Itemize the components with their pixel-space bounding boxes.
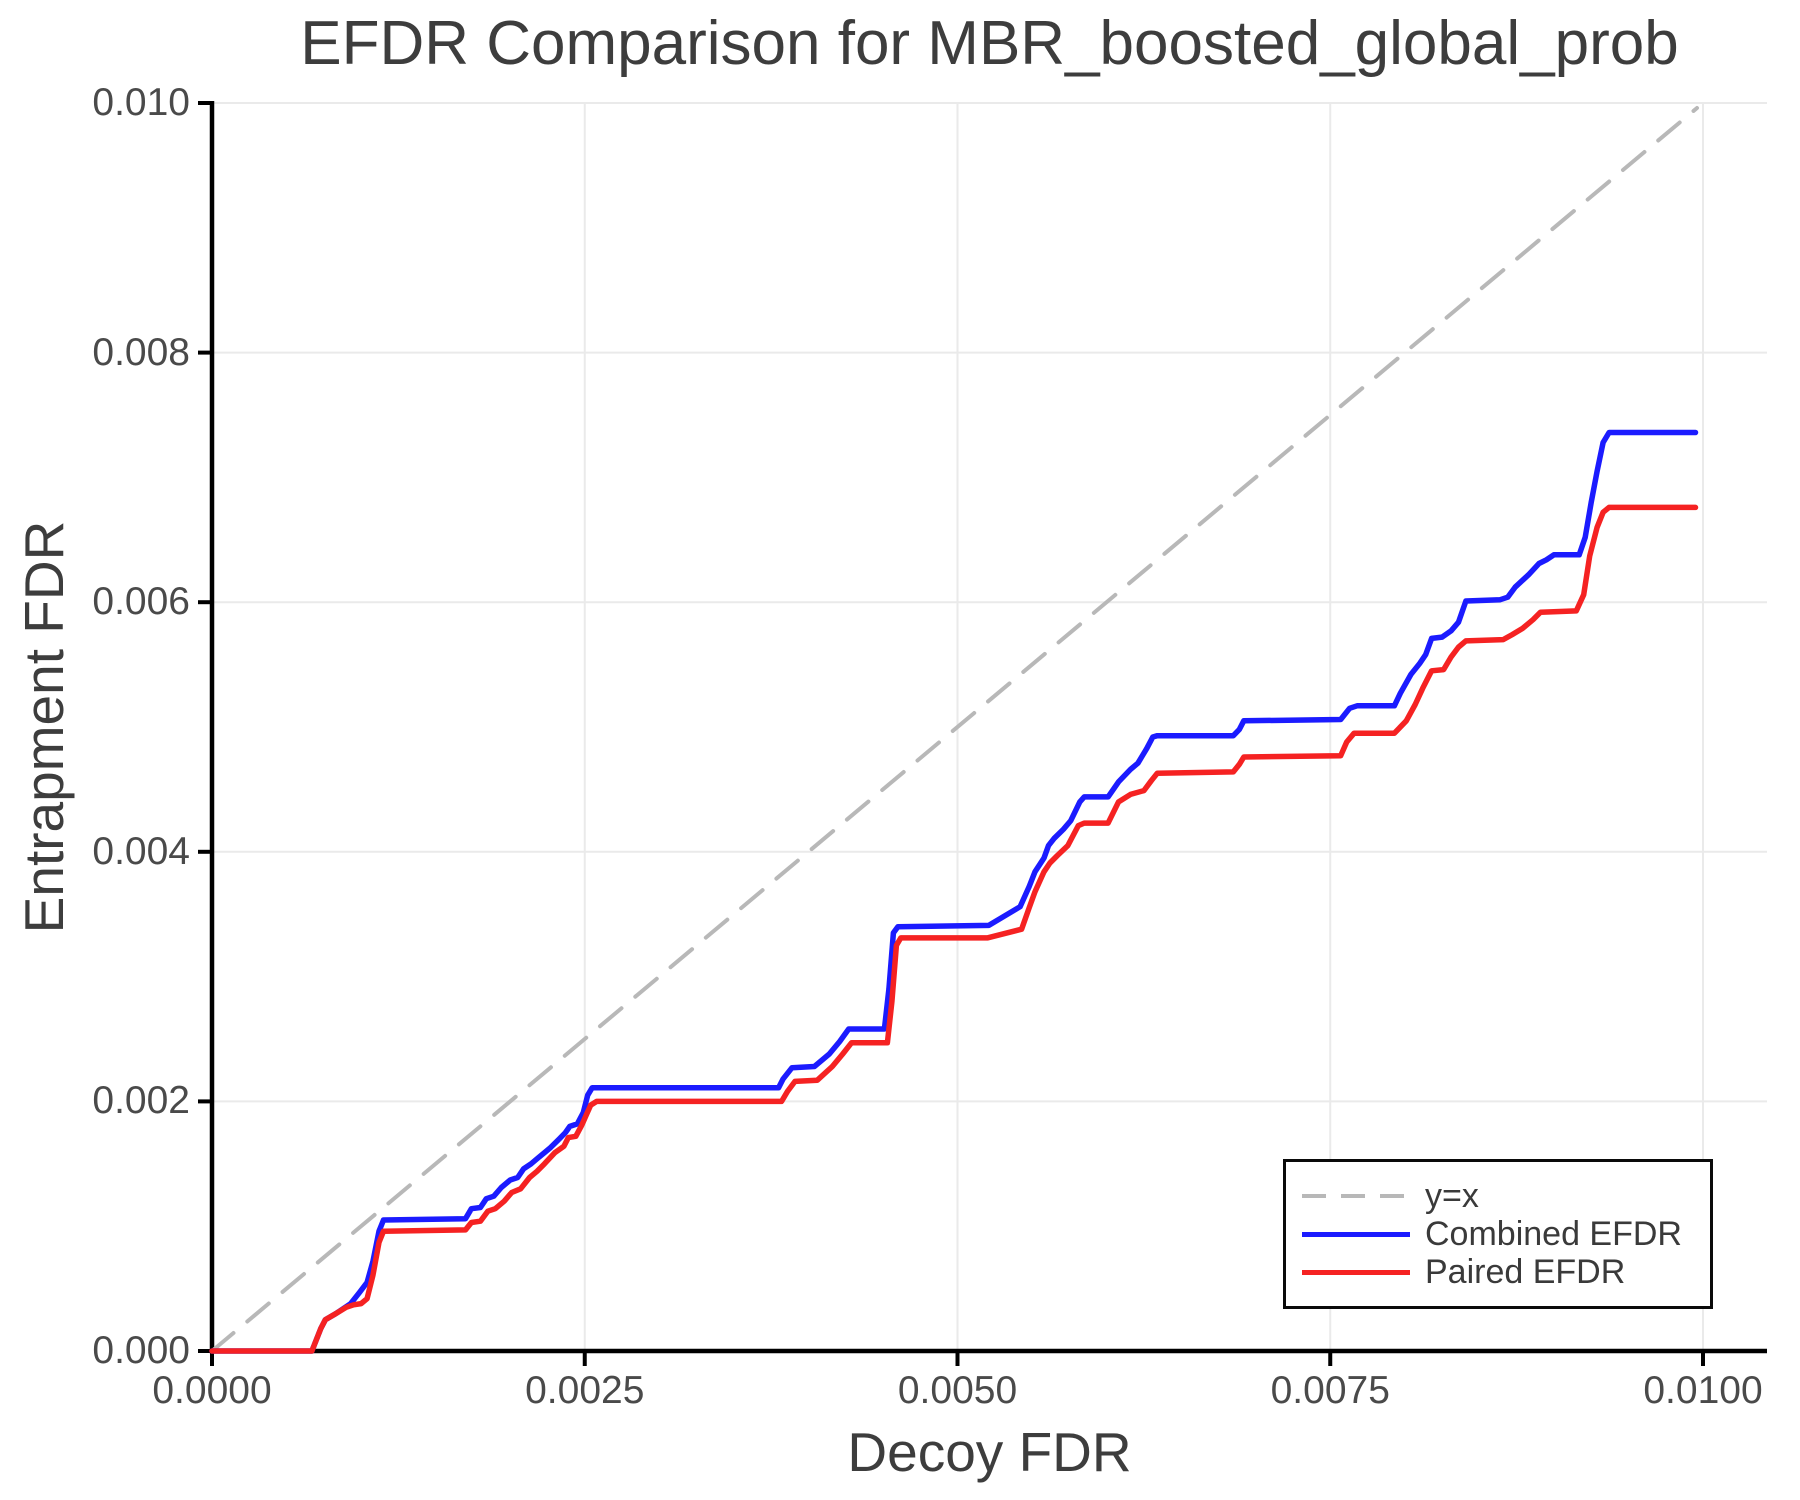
x-tick-label: 0.0075 — [1270, 1369, 1390, 1412]
x-tick-label: 0.0050 — [897, 1369, 1018, 1412]
chart-title: EFDR Comparison for MBR_boosted_global_p… — [300, 9, 1679, 78]
x-tick-label: 0.0100 — [1643, 1369, 1763, 1412]
legend-box: y=x Combined EFDR Paired EFDR — [1283, 1159, 1713, 1309]
legend-entry: Combined EFDR — [1302, 1215, 1710, 1253]
legend-label: Paired EFDR — [1425, 1252, 1626, 1291]
series-line-y-x — [210, 106, 1699, 1353]
series-line-combined-efdr — [209, 429, 1699, 1354]
x-axis-label: Decoy FDR — [847, 1421, 1132, 1483]
legend-line-sample — [1302, 1231, 1410, 1237]
legend-line-sample — [1302, 1194, 1410, 1198]
legend-entry: y=x — [1302, 1177, 1710, 1215]
y-tick-label: 0.000 — [92, 1329, 190, 1372]
y-tick-label: 0.006 — [92, 580, 190, 624]
y-tick-label: 0.010 — [92, 81, 190, 124]
legend-label: Combined EFDR — [1425, 1214, 1682, 1253]
x-tick-label: 0.0025 — [525, 1369, 645, 1412]
legend-line-sample — [1302, 1269, 1410, 1275]
y-tick-label: 0.008 — [92, 330, 190, 374]
y-tick-label: 0.004 — [92, 829, 190, 873]
legend-entry: Paired EFDR — [1302, 1253, 1710, 1291]
x-tick-label: 0.0000 — [152, 1369, 272, 1412]
y-tick-label: 0.002 — [92, 1079, 190, 1123]
series-line-paired-efdr — [209, 504, 1699, 1354]
legend-label: y=x — [1425, 1176, 1479, 1215]
